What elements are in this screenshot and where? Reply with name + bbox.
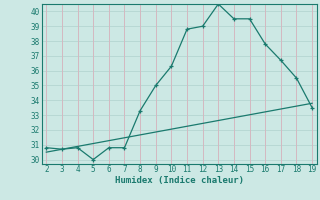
X-axis label: Humidex (Indice chaleur): Humidex (Indice chaleur) — [115, 176, 244, 185]
